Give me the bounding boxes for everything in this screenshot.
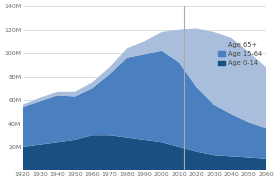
Legend: Age 65+, Age 15-64, Age 0-14: Age 65+, Age 15-64, Age 0-14 <box>216 39 265 69</box>
